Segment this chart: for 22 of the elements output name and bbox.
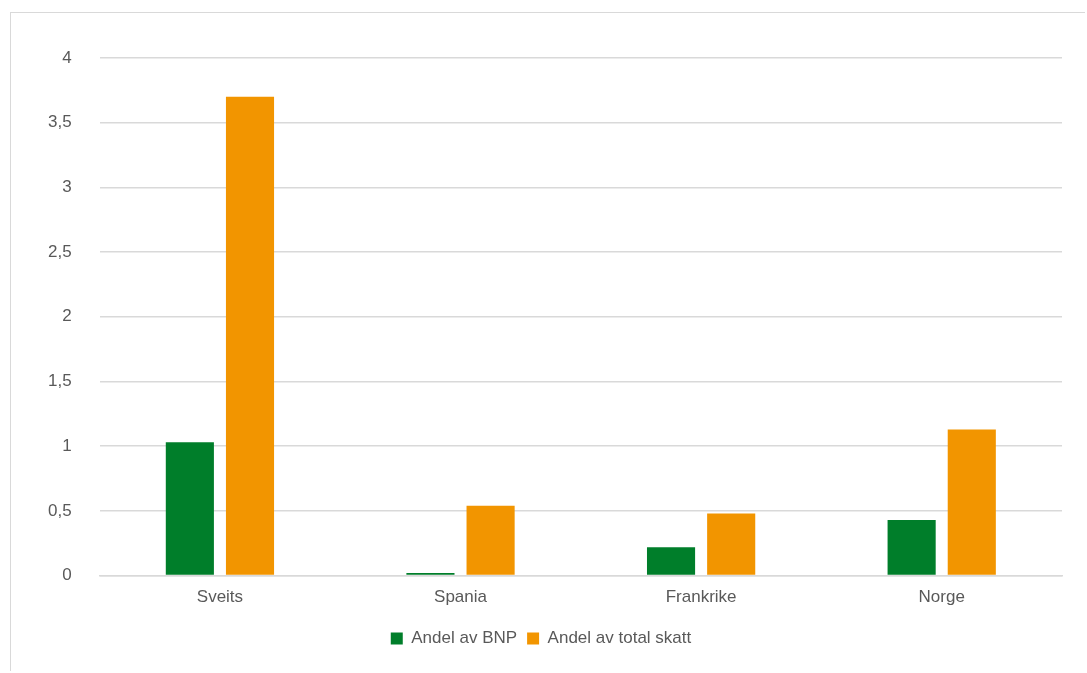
x-tick-label: Spania xyxy=(434,587,488,607)
bar xyxy=(466,505,515,575)
bar xyxy=(646,547,696,575)
y-tick-label: 1 xyxy=(62,435,72,455)
bar xyxy=(225,96,275,575)
y-tick-label: 1,5 xyxy=(47,371,72,391)
y-tick-label: 2,5 xyxy=(47,241,72,261)
y-tick-label: 3,5 xyxy=(47,112,72,132)
y-tick-label: 2 xyxy=(62,306,72,326)
bar xyxy=(707,513,756,575)
legend-label: Andel av BNP xyxy=(411,628,518,648)
y-tick-label: 0,5 xyxy=(47,500,72,520)
y-tick-label: 0 xyxy=(62,565,72,585)
x-tick-label: Sveits xyxy=(196,587,244,607)
x-tick-label: Norge xyxy=(918,587,965,607)
y-tick-label: 3 xyxy=(62,177,72,197)
x-tick-label: Frankrike xyxy=(665,587,737,607)
bar xyxy=(887,519,936,575)
legend-label: Andel av total skatt xyxy=(547,628,692,648)
bar xyxy=(947,429,996,575)
y-tick-label: 4 xyxy=(62,47,72,67)
bar xyxy=(165,442,214,575)
